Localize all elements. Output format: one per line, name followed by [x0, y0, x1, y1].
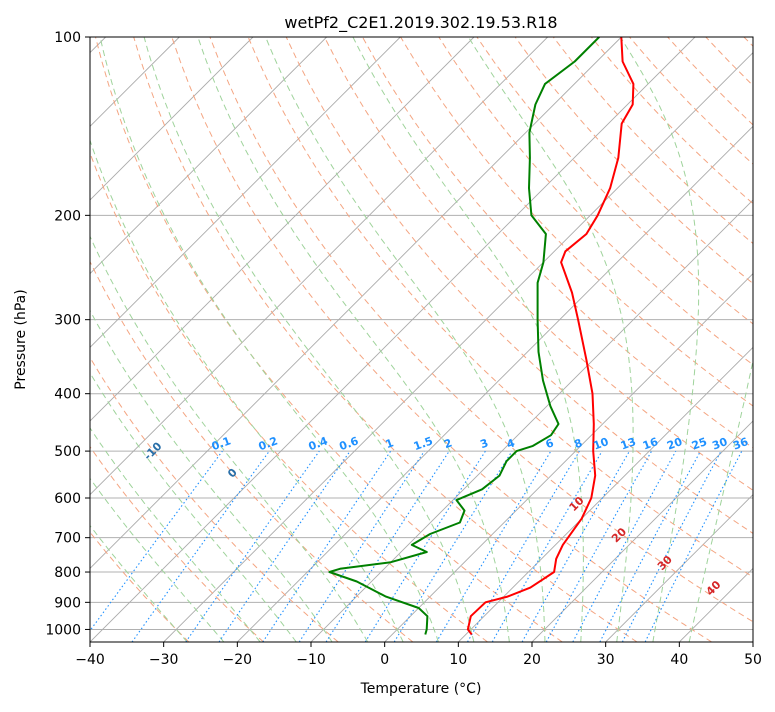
y-tick-label: 700 — [54, 531, 81, 547]
x-tick-label: 0 — [380, 652, 389, 668]
y-tick-label: 300 — [54, 313, 81, 329]
x-tick-label: 40 — [670, 652, 688, 668]
x-tick-label: 50 — [744, 652, 762, 668]
y-tick-label: 900 — [54, 595, 81, 611]
y-tick-label: 1000 — [45, 622, 81, 638]
y-axis-title: Pressure (hPa) — [13, 289, 29, 389]
x-tick-label: −40 — [75, 652, 105, 668]
x-axis-title: Temperature (°C) — [360, 681, 482, 697]
x-tick-label: 30 — [597, 652, 615, 668]
x-tick-label: −30 — [149, 652, 179, 668]
x-tick-label: −10 — [296, 652, 326, 668]
y-tick-label: 600 — [54, 491, 81, 507]
y-tick-label: 400 — [54, 387, 81, 403]
x-tick-label: 20 — [523, 652, 541, 668]
x-tick-label: −20 — [223, 652, 253, 668]
x-tick-label: 10 — [449, 652, 467, 668]
y-tick-label: 500 — [54, 444, 81, 460]
chart-title: wetPf2_C2E1.2019.302.19.53.R18 — [284, 13, 557, 33]
y-tick-label: 200 — [54, 208, 81, 224]
y-tick-label: 100 — [54, 30, 81, 46]
y-tick-label: 800 — [54, 565, 81, 581]
